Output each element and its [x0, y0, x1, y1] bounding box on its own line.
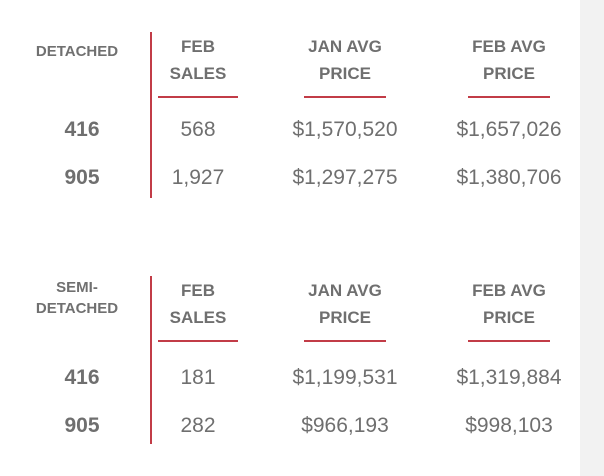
header-line: PRICE: [319, 308, 371, 327]
feb-sales-value: 181: [180, 366, 216, 389]
header-feb-sales: FEB SALES: [152, 33, 244, 87]
header-line: FEB: [181, 281, 215, 300]
header-underline: [304, 340, 386, 342]
header-line: PRICE: [483, 308, 535, 327]
header-line: JAN AVG: [308, 37, 382, 56]
header-underline: [304, 96, 386, 98]
jan-avg-price-value: $1,199,531: [292, 366, 398, 389]
area-code: 416: [64, 118, 100, 141]
header-jan-avg-price: JAN AVG PRICE: [262, 33, 428, 87]
jan-avg-price-value: $1,570,520: [292, 118, 398, 141]
header-feb-avg-price: FEB AVG PRICE: [432, 33, 586, 87]
feb-sales-value: 568: [180, 118, 216, 141]
header-feb-sales: FEB SALES: [152, 277, 244, 331]
category-label: DETACHED: [35, 43, 119, 60]
category-label: SEMI- DETACHED: [35, 279, 119, 317]
feb-avg-price-value: $998,103: [465, 414, 553, 437]
feb-sales-value: 282: [180, 414, 216, 437]
feb-avg-price-value: $1,319,884: [456, 366, 562, 389]
header-underline: [468, 340, 550, 342]
header-line: SALES: [169, 64, 227, 83]
area-code: 416: [64, 366, 100, 389]
area-code: 905: [64, 414, 100, 437]
side-strip: [580, 0, 604, 476]
header-line: FEB AVG: [472, 281, 546, 300]
header-line: JAN AVG: [308, 281, 382, 300]
feb-sales-value: 1,927: [171, 166, 225, 189]
feb-avg-price-value: $1,380,706: [456, 166, 562, 189]
feb-avg-price-value: $1,657,026: [456, 118, 562, 141]
header-line: PRICE: [483, 64, 535, 83]
jan-avg-price-value: $1,297,275: [292, 166, 398, 189]
jan-avg-price-value: $966,193: [301, 414, 389, 437]
header-feb-avg-price: FEB AVG PRICE: [432, 277, 586, 331]
header-line: FEB: [181, 37, 215, 56]
header-jan-avg-price: JAN AVG PRICE: [262, 277, 428, 331]
area-code: 905: [64, 166, 100, 189]
header-line: PRICE: [319, 64, 371, 83]
header-underline: [468, 96, 550, 98]
header-underline: [158, 340, 238, 342]
header-underline: [158, 96, 238, 98]
header-line: FEB AVG: [472, 37, 546, 56]
vertical-divider: [150, 276, 152, 444]
header-line: SALES: [169, 308, 227, 327]
vertical-divider: [150, 32, 152, 198]
